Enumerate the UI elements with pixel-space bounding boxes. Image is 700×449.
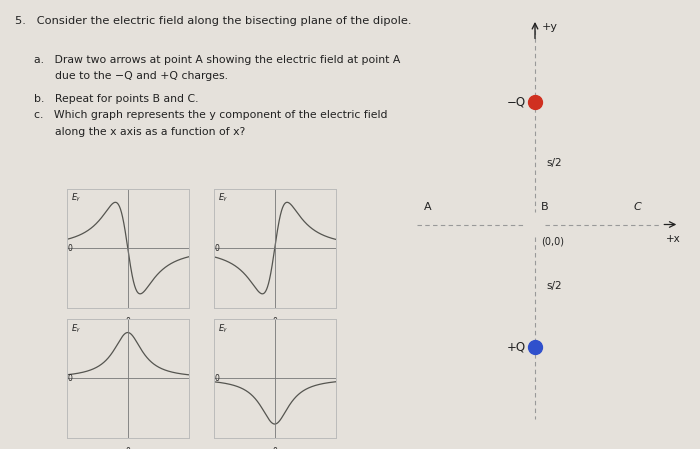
Text: Eᵧ: Eᵧ bbox=[71, 194, 80, 202]
Text: X   (along y=0): X (along y=0) bbox=[248, 334, 302, 340]
Text: −Q: −Q bbox=[508, 96, 526, 109]
Text: along the x axis as a function of x?: along the x axis as a function of x? bbox=[34, 127, 245, 136]
Text: 0: 0 bbox=[215, 243, 220, 253]
Text: Eᵧ: Eᵧ bbox=[71, 324, 80, 333]
Text: s/2: s/2 bbox=[546, 158, 561, 168]
Text: +Q: +Q bbox=[508, 340, 526, 353]
Text: c.   Which graph represents the y component of the electric field: c. Which graph represents the y componen… bbox=[34, 110, 387, 120]
Text: b.   Repeat for points B and C.: b. Repeat for points B and C. bbox=[34, 94, 198, 104]
Text: +x: +x bbox=[666, 234, 680, 245]
Text: (0,0): (0,0) bbox=[541, 237, 564, 247]
Text: Eᵧ: Eᵧ bbox=[218, 324, 227, 333]
Text: 0: 0 bbox=[68, 243, 73, 253]
Text: 5.   Consider the electric field along the bisecting plane of the dipole.: 5. Consider the electric field along the… bbox=[15, 16, 412, 26]
Text: B: B bbox=[541, 202, 549, 212]
Text: X   (along y=0): X (along y=0) bbox=[101, 334, 155, 340]
Text: 0: 0 bbox=[215, 374, 220, 383]
Text: +y: +y bbox=[542, 22, 558, 32]
Text: 0: 0 bbox=[272, 447, 277, 449]
Text: 0: 0 bbox=[125, 317, 130, 326]
Text: A: A bbox=[424, 202, 432, 212]
Text: due to the −Q and +Q charges.: due to the −Q and +Q charges. bbox=[34, 71, 228, 81]
Text: C: C bbox=[634, 202, 642, 212]
Text: 0: 0 bbox=[68, 374, 73, 383]
Text: 0: 0 bbox=[272, 317, 277, 326]
Text: Eᵧ: Eᵧ bbox=[218, 194, 227, 202]
Text: 0: 0 bbox=[125, 447, 130, 449]
Text: s/2: s/2 bbox=[546, 281, 561, 291]
Text: a.   Draw two arrows at point A showing the electric field at point A: a. Draw two arrows at point A showing th… bbox=[34, 55, 400, 65]
